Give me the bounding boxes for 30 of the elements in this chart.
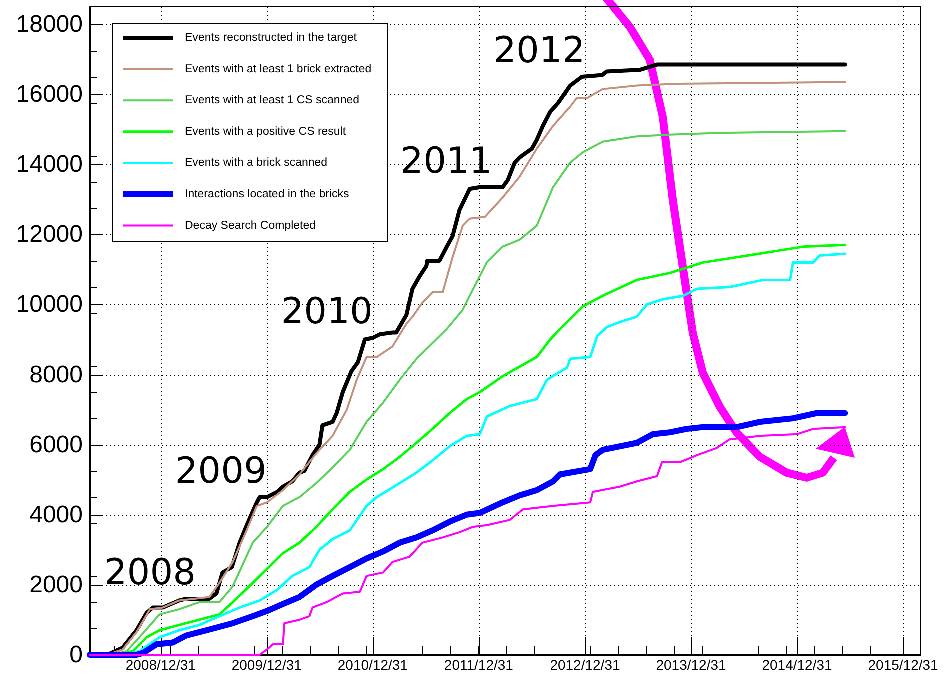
x-tick-label: 2011/12/31 xyxy=(444,657,514,673)
annotation: 2011 xyxy=(400,140,492,182)
y-tick-label: 4000 xyxy=(30,501,83,528)
y-tick-label: 6000 xyxy=(30,431,83,458)
legend-label: Events with a brick scanned xyxy=(185,157,328,170)
x-tick-label: 2008/12/31 xyxy=(126,657,196,673)
x-tick-label: 2013/12/31 xyxy=(656,657,726,673)
y-tick-label: 12000 xyxy=(16,221,83,248)
x-tick-label: 2010/12/31 xyxy=(338,657,408,673)
y-tick-label: 16000 xyxy=(16,81,83,108)
annotation: 2012 xyxy=(494,30,586,72)
annotation: 2008 xyxy=(104,552,196,594)
annotation: 2010 xyxy=(281,292,373,333)
y-tick-label: 8000 xyxy=(30,361,83,388)
legend-label: Interactions located in the bricks xyxy=(185,188,350,200)
y-tick-label: 10000 xyxy=(16,291,83,318)
annotation: 2009 xyxy=(175,450,267,492)
x-tick-label: 2012/12/31 xyxy=(550,657,620,673)
y-tick-label: 14000 xyxy=(16,151,83,178)
y-tick-label: 2000 xyxy=(30,571,83,598)
y-tick-label: 18000 xyxy=(16,11,83,38)
legend-label: Events with at least 1 CS scanned xyxy=(185,94,360,107)
y-tick-label: 0 xyxy=(70,642,83,668)
legend-label: Events reconstructed in the target xyxy=(185,32,358,44)
legend-label: Events with a positive CS result xyxy=(185,126,347,138)
x-tick-label: 2014/12/31 xyxy=(762,657,833,673)
legend-label: Decay Search Completed xyxy=(185,220,316,232)
x-tick-label: 2015/12/31 xyxy=(868,657,939,673)
legend-label: Events with at least 1 brick extracted xyxy=(185,63,372,76)
x-tick-label: 2009/12/31 xyxy=(232,657,302,673)
